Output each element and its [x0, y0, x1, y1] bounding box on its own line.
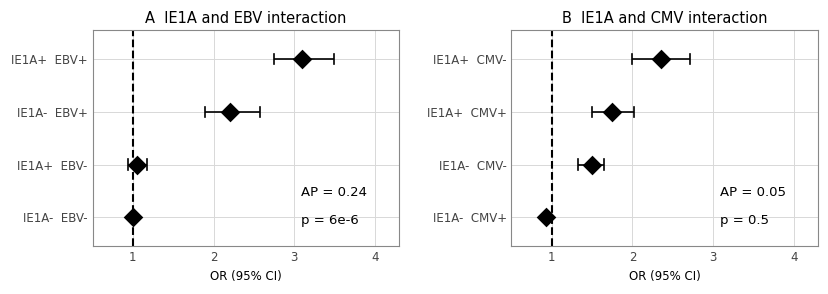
Title: B  IE1A and CMV interaction: B IE1A and CMV interaction: [561, 11, 767, 26]
Text: p = 0.5: p = 0.5: [719, 214, 768, 227]
Point: [296, 57, 309, 61]
Point: [585, 162, 598, 167]
Text: AP = 0.24: AP = 0.24: [301, 186, 367, 199]
Title: A  IE1A and EBV interaction: A IE1A and EBV interaction: [145, 11, 346, 26]
Text: p = 6e-6: p = 6e-6: [301, 214, 359, 227]
X-axis label: OR (95% CI): OR (95% CI): [209, 270, 282, 283]
Point: [130, 162, 143, 167]
X-axis label: OR (95% CI): OR (95% CI): [628, 270, 700, 283]
Point: [539, 215, 552, 220]
Point: [653, 57, 667, 61]
Point: [605, 110, 619, 114]
Point: [223, 110, 236, 114]
Text: AP = 0.05: AP = 0.05: [719, 186, 785, 199]
Point: [126, 215, 139, 220]
